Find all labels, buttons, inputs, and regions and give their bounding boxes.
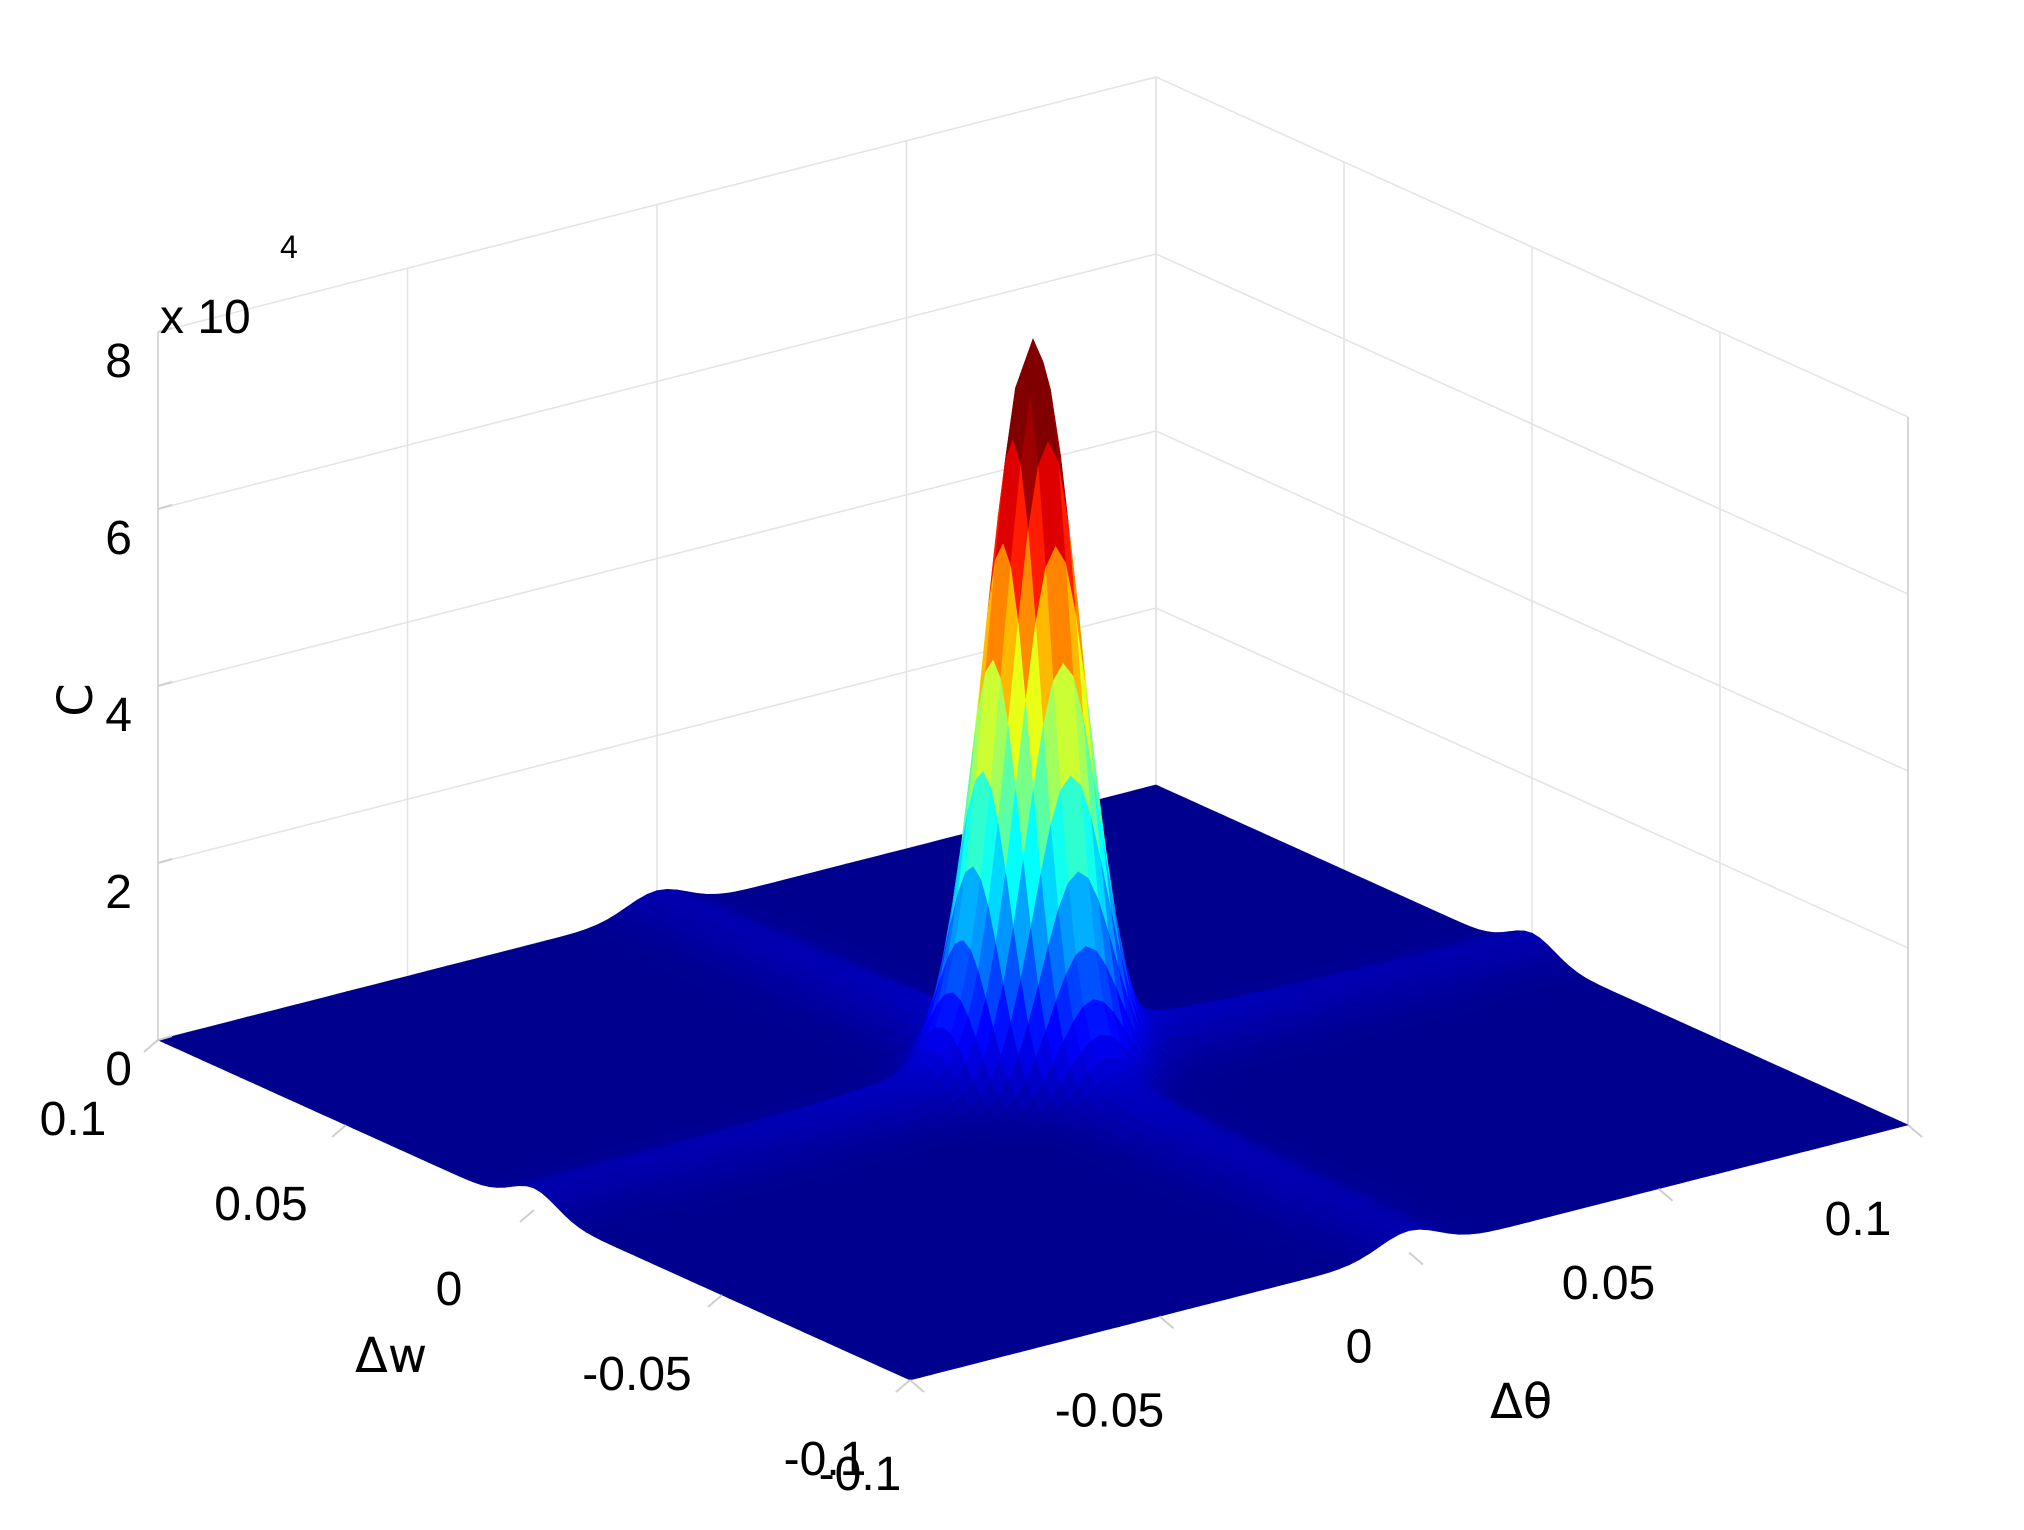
grid-line-z-3 xyxy=(157,253,1909,595)
surface-mesh xyxy=(157,338,1909,1381)
grid-line-z-1 xyxy=(157,607,1909,949)
grid-line-z-4 xyxy=(157,76,1909,418)
grid-line-z-2 xyxy=(157,430,1909,772)
